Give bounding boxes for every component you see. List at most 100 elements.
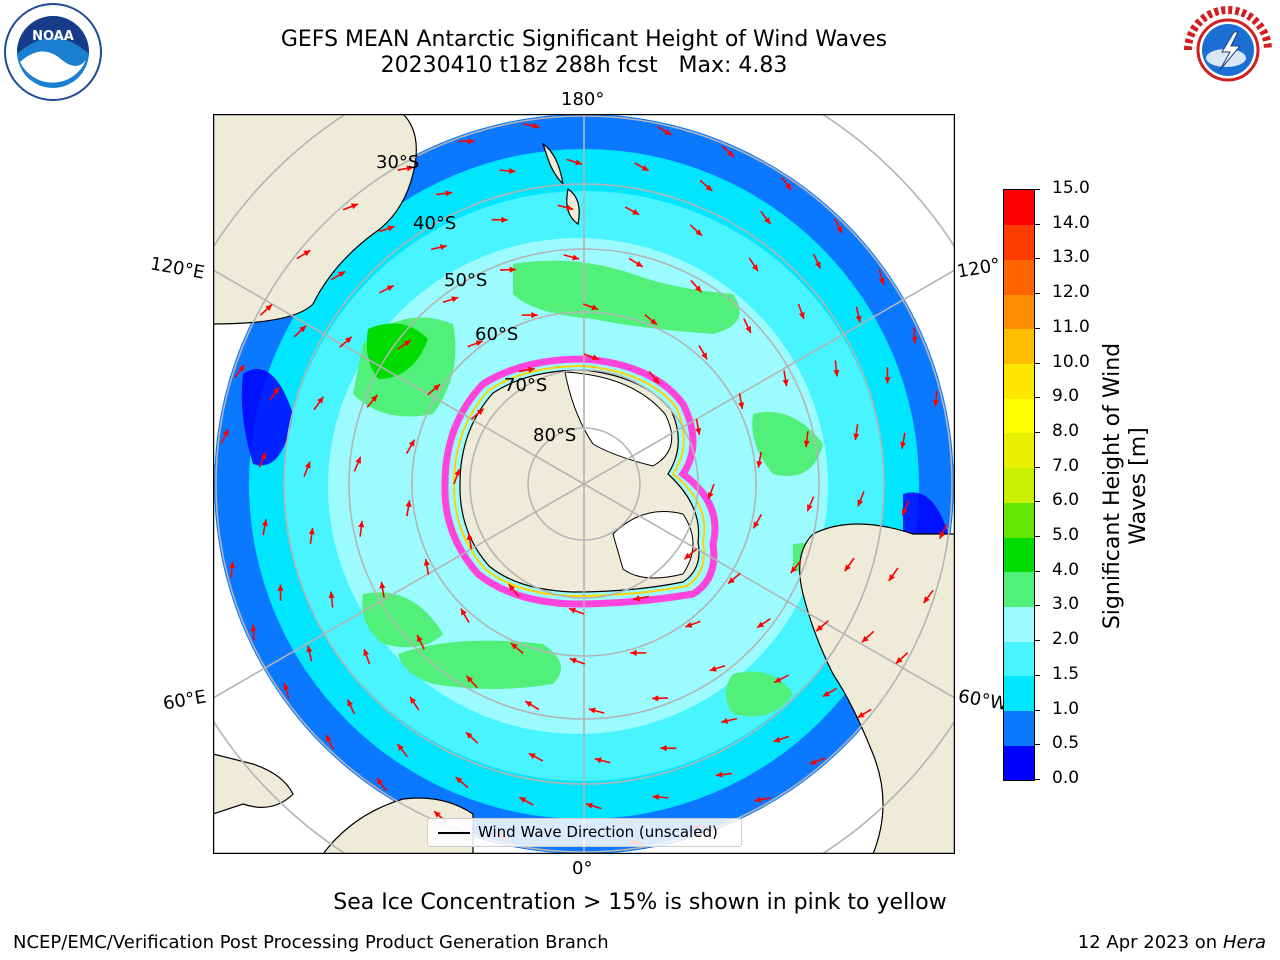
colorbar-segment	[1004, 328, 1034, 365]
wave-arrow	[773, 674, 789, 684]
wave-arrow	[258, 452, 267, 468]
wave-arrow	[557, 204, 574, 211]
wave-arrow	[330, 270, 346, 281]
wave-arrow	[822, 687, 838, 698]
wave-arrow	[803, 431, 810, 448]
noaa-logo-text: NOAA	[32, 29, 74, 44]
wave-arrow	[396, 743, 408, 758]
wave-arrow	[313, 396, 324, 411]
wave-arrow	[416, 634, 425, 650]
madagascar-land	[213, 753, 294, 815]
wave-arrow	[379, 225, 395, 233]
wave-arrow	[458, 138, 475, 145]
wave-arrow	[857, 491, 865, 507]
wave-arrow	[878, 269, 885, 286]
colorbar-tick-mark	[1034, 327, 1040, 329]
colorbar-tick-mark	[1034, 536, 1040, 538]
colorbar-segment	[1004, 467, 1034, 503]
wave-arrow	[773, 735, 789, 743]
map-frame	[213, 114, 955, 854]
wave-arrow	[781, 176, 793, 191]
wave-arrow	[470, 408, 485, 420]
lat-label-60s: 60°S	[475, 324, 519, 345]
wave-arrow	[467, 340, 483, 348]
wave-arrow	[582, 303, 599, 311]
wave-arrow	[442, 296, 459, 304]
map-legend: Wind Wave Direction (unscaled)	[427, 818, 742, 847]
wave-arrow	[229, 561, 236, 578]
legend-label: Wind Wave Direction (unscaled)	[478, 823, 718, 841]
wave-arrow	[261, 519, 268, 536]
nws-logo	[1182, 4, 1274, 96]
colorbar-segment	[1004, 606, 1034, 642]
colorbar-tick-mark	[1034, 744, 1040, 746]
colorbar-tick-label: 12.0	[1052, 282, 1090, 303]
wave-arrow	[325, 734, 334, 750]
colorbar-tick-mark	[1034, 501, 1040, 503]
noaa-logo: NOAA	[4, 3, 102, 101]
lon-label-60w: 60°W	[956, 685, 1010, 716]
wave-arrow	[250, 624, 257, 641]
colorbar-tick-label: 7.0	[1052, 455, 1080, 476]
wave-arrow	[652, 695, 669, 702]
colorbar-tick-label: 4.0	[1052, 559, 1080, 580]
footer-machine: Hera	[1222, 932, 1266, 953]
wave-arrow	[652, 793, 669, 801]
colorbar-tick-label: 0.5	[1052, 733, 1080, 754]
wave-arrow	[833, 360, 840, 377]
wave-arrow	[491, 216, 508, 223]
colorbar-tick-label: 13.0	[1052, 247, 1090, 268]
wave-arrow	[648, 370, 660, 385]
wave-arrow	[379, 581, 386, 598]
colorbar-segment	[1004, 641, 1034, 677]
wave-arrow	[397, 339, 412, 350]
wave-arrow	[624, 206, 640, 216]
wave-arrow	[738, 393, 745, 410]
lon-label-120w: 120°	[955, 254, 1002, 283]
wave-arrow	[630, 649, 647, 656]
wave-arrow	[269, 386, 280, 401]
colorbar-tick-label: 10.0	[1052, 351, 1090, 372]
wave-arrow	[809, 757, 826, 765]
wave-arrow	[861, 630, 875, 643]
wave-arrow	[911, 327, 918, 344]
wave-arrow	[721, 717, 738, 724]
colorbar-tick-mark	[1034, 570, 1040, 572]
wave-arrow	[569, 657, 586, 665]
wave-arrow	[375, 777, 387, 792]
wave-arrow	[508, 583, 520, 598]
wave-arrow	[790, 560, 802, 574]
legend-line-sample	[438, 832, 470, 834]
wave-arrow	[306, 645, 313, 662]
colorbar-tick-mark	[1034, 779, 1040, 780]
wave-arrow	[430, 244, 447, 251]
wave-arrow	[748, 257, 759, 272]
wave-arrow	[523, 122, 540, 129]
sea-ice-inner	[452, 364, 706, 598]
lon-label-60e: 60°E	[161, 686, 208, 715]
wave-arrow	[797, 303, 805, 320]
wave-arrow	[405, 500, 412, 517]
wave-arrow	[397, 165, 414, 172]
colorbar-tick-label: 11.0	[1052, 316, 1090, 337]
colorbar-segment	[1004, 502, 1034, 538]
wave-arrow	[857, 708, 872, 719]
colorbar-tick-mark	[1034, 605, 1040, 607]
wave-arrow	[815, 620, 829, 632]
wave-arrow	[585, 802, 602, 810]
wave-arrow	[689, 224, 703, 237]
colorbar-title: Significant Height of Wind Waves [m]	[1100, 336, 1152, 636]
australia-land	[213, 114, 417, 325]
wave-arrow	[806, 496, 815, 512]
lon-label-120e: 120°E	[148, 253, 207, 284]
lat-label-50s: 50°S	[444, 270, 488, 291]
lon-label-0: 0°	[572, 858, 593, 879]
colorbar-tick-label: 14.0	[1052, 212, 1090, 233]
wave-arrow	[283, 682, 290, 699]
colorbar-tick-label: 9.0	[1052, 386, 1080, 407]
wave-arrow	[518, 796, 534, 806]
footer-date: 12 Apr 2023 on Hera	[1078, 932, 1266, 953]
wave-arrow	[853, 424, 860, 441]
wave-arrow	[409, 696, 420, 711]
wave-arrow	[524, 700, 540, 711]
